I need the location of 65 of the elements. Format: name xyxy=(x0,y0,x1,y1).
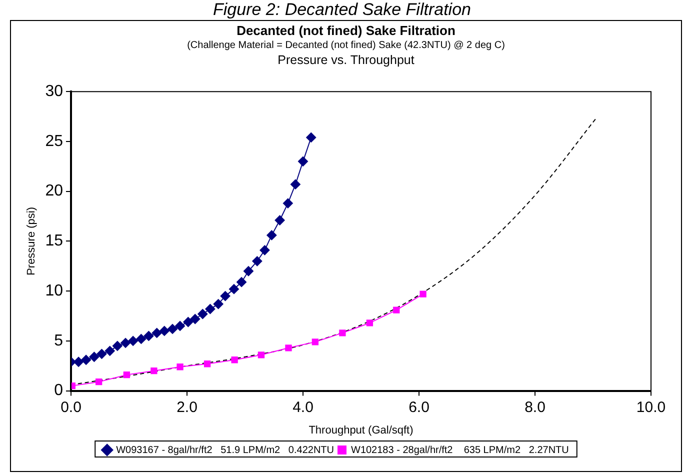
point xyxy=(260,245,270,256)
legend-label: W093167 - 8gal/hr/ft2 51.9 LPM/m2 0.422NTU xyxy=(116,444,334,456)
point xyxy=(198,309,208,320)
point xyxy=(306,132,316,142)
point xyxy=(183,316,194,327)
x-tick-label: 6.0 xyxy=(408,398,430,416)
x-tick-label: 0.0 xyxy=(60,398,82,416)
point xyxy=(128,336,138,346)
point xyxy=(144,330,154,341)
point xyxy=(213,299,224,310)
point xyxy=(285,344,292,352)
point xyxy=(104,346,115,356)
point xyxy=(150,368,158,374)
x-tick-label: 10.0 xyxy=(636,398,666,416)
y-axis-title: Pressure (psi) xyxy=(26,206,38,276)
x-tick-label: 4.0 xyxy=(292,398,314,416)
point xyxy=(393,306,400,314)
point xyxy=(339,330,346,336)
point xyxy=(190,314,200,324)
point xyxy=(168,324,178,334)
point xyxy=(252,256,262,266)
x-tick-label: 2.0 xyxy=(176,398,198,416)
point xyxy=(120,338,131,348)
point xyxy=(96,378,102,386)
y-tick-label: 0 xyxy=(54,382,64,400)
y-tick-label: 30 xyxy=(45,83,64,100)
legend-label: W102183 - 28gal/hr/ft2 635 LPM/m2 2.27NTU xyxy=(351,444,569,456)
point xyxy=(231,356,238,364)
point xyxy=(274,215,285,226)
chart-title: Figure 2: Decanted Sake Filtration xyxy=(212,0,472,20)
point xyxy=(136,334,146,344)
chart-subtitle: Decanted (not fined) Sake Filtration xyxy=(236,23,456,38)
point xyxy=(420,290,426,298)
point xyxy=(298,156,308,166)
y-tick-label: 5 xyxy=(54,332,64,350)
point xyxy=(176,364,184,370)
point xyxy=(282,198,293,208)
point xyxy=(243,266,254,276)
y-tick-label: 25 xyxy=(45,132,64,150)
point xyxy=(204,360,211,368)
x-axis-title: Throughput (Gal/sqft) xyxy=(308,424,414,436)
point xyxy=(290,179,300,190)
x-tick-label: 8.0 xyxy=(524,398,546,416)
point xyxy=(266,230,277,240)
point xyxy=(159,326,170,336)
y-tick-label: 20 xyxy=(45,182,64,200)
point xyxy=(175,320,186,331)
point xyxy=(89,352,100,362)
y-tick-label: 15 xyxy=(45,232,64,250)
point xyxy=(96,348,107,359)
point xyxy=(74,356,84,367)
point xyxy=(312,338,319,346)
point xyxy=(205,304,216,314)
text: Pressure vs. Throughput xyxy=(276,53,416,67)
point xyxy=(366,320,374,326)
y-tick-label: 10 xyxy=(45,282,64,300)
point xyxy=(112,340,122,351)
point xyxy=(81,354,92,365)
point xyxy=(152,328,162,338)
text: (Challenge Material = Decanted (not fined) Sake (42.3NTU) @ 2 deg C) xyxy=(186,40,506,51)
point xyxy=(258,352,265,358)
point xyxy=(228,284,239,294)
point xyxy=(236,277,247,288)
point xyxy=(220,291,230,302)
point xyxy=(123,372,130,378)
